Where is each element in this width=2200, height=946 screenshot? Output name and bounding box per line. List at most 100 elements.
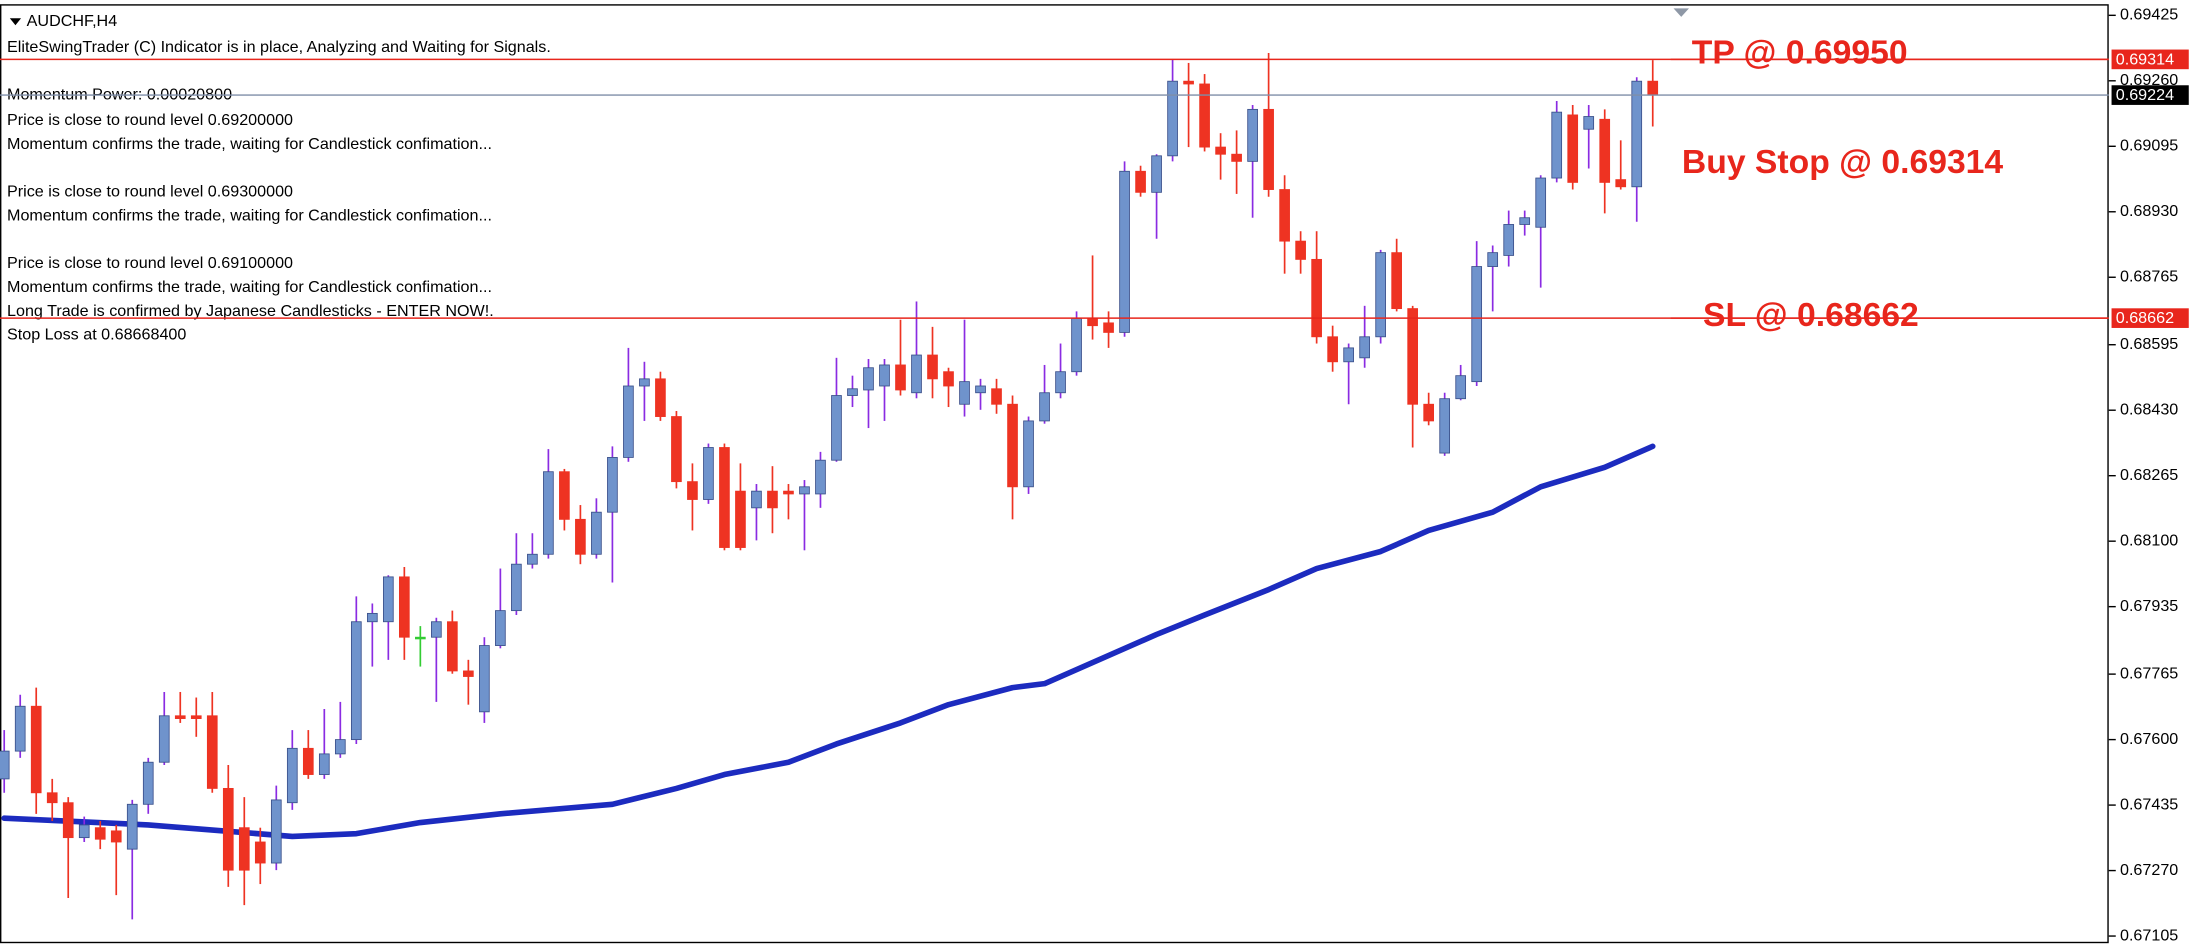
shift-marker <box>1673 8 1689 17</box>
candle-body <box>431 621 442 638</box>
candle-body <box>1151 155 1162 193</box>
candle-body <box>591 511 602 555</box>
candle-body <box>1599 118 1611 183</box>
candle-body <box>62 802 74 839</box>
candle-body <box>703 447 714 500</box>
candle-body <box>1215 146 1226 155</box>
candle-body <box>1231 153 1242 162</box>
candle-body <box>238 827 250 871</box>
candle-body <box>559 471 570 520</box>
candle-body <box>158 715 170 763</box>
info-line: Long Trade is confirmed by Japanese Cand… <box>7 302 494 320</box>
candle-body <box>1183 80 1194 85</box>
candle-body <box>382 576 394 623</box>
candle-body <box>1023 420 1034 488</box>
info-line: Momentum confirms the trade, waiting for… <box>7 278 492 296</box>
candle-body <box>1551 111 1563 179</box>
candle-body <box>479 645 490 713</box>
candle-body <box>78 824 90 839</box>
candle-body <box>1647 80 1659 96</box>
info-line: Momentum confirms the trade, waiting for… <box>7 135 492 153</box>
candle-body <box>30 705 42 794</box>
candle-body <box>543 471 554 555</box>
moving-average <box>1 443 1656 840</box>
y-tick-label: 0.69095 <box>2120 137 2178 155</box>
candle-body <box>1487 252 1499 267</box>
candle-body <box>1471 266 1483 383</box>
info-line: Price is close to round level 0.69200000 <box>7 111 293 129</box>
candle-body <box>1263 108 1274 190</box>
candle-body <box>735 490 746 548</box>
y-tick-label: 0.67935 <box>2120 597 2178 615</box>
candle-body <box>863 367 874 391</box>
candle-body <box>943 371 954 387</box>
candle-body <box>1311 258 1322 338</box>
candle-body <box>190 715 202 719</box>
y-tick-label: 0.67600 <box>2120 730 2178 748</box>
level-label-box <box>2111 85 2189 105</box>
candle-body <box>1135 170 1146 193</box>
candle-body <box>174 715 186 719</box>
candle-body <box>623 385 634 458</box>
candle-body <box>1199 83 1210 148</box>
candle-body <box>1583 116 1595 130</box>
candle-body <box>671 416 682 483</box>
candle-body <box>607 457 618 513</box>
candle-body <box>1535 177 1547 228</box>
candle-body <box>1439 398 1451 454</box>
y-tick-label: 0.69425 <box>2120 6 2178 24</box>
candle-body <box>110 830 122 843</box>
candle-body <box>1167 80 1178 157</box>
candle-body <box>334 739 346 755</box>
candle-body <box>911 354 922 394</box>
y-tick-label: 0.67270 <box>2120 861 2178 879</box>
candle-body <box>350 621 362 741</box>
y-tick-label: 0.67435 <box>2120 795 2178 813</box>
candle-body <box>895 364 906 391</box>
candle-body <box>1007 403 1018 488</box>
candle-body <box>1407 308 1418 405</box>
info-line: EliteSwingTrader (C) Indicator is in pla… <box>7 38 551 56</box>
candle-body <box>847 388 858 396</box>
candle-body <box>511 563 522 612</box>
candle-body <box>1519 217 1531 225</box>
candle-body <box>495 610 506 646</box>
candle-body <box>270 799 282 864</box>
info-line: Price is close to round level 0.69100000 <box>7 254 293 272</box>
candle-body <box>1119 170 1130 333</box>
candle-body <box>14 705 26 752</box>
annotation: Buy Stop @ 0.69314 <box>1682 144 2003 181</box>
candle-body <box>815 459 826 495</box>
candle-body <box>1295 240 1306 260</box>
candle-body <box>0 750 10 780</box>
y-tick-label: 0.68265 <box>2120 466 2178 484</box>
candle-body <box>447 621 458 672</box>
candle-body <box>655 378 666 417</box>
y-tick-label: 0.67765 <box>2120 664 2178 682</box>
candle-body <box>879 364 890 387</box>
candle-body <box>1615 179 1627 188</box>
y-tick-label: 0.68765 <box>2120 268 2178 286</box>
symbol-menu-icon <box>9 18 22 26</box>
level-label-box <box>2111 308 2189 328</box>
candle-body <box>927 354 938 380</box>
y-tick-label: 0.69260 <box>2120 71 2178 89</box>
level-label: 0.69224 <box>2116 86 2174 104</box>
candle-body <box>1087 318 1098 327</box>
candle-body <box>142 761 154 805</box>
candle-body <box>1423 403 1435 422</box>
candle-body <box>222 787 234 871</box>
candle-body <box>1055 371 1066 394</box>
symbol-title: AUDCHF,H4 <box>27 12 118 30</box>
candle-body <box>1503 224 1515 256</box>
candle-body <box>1391 252 1402 310</box>
candle-body <box>783 490 794 495</box>
chart-layer: 0.69425 0.69260 0.69095 0.68930 0.68765 0.685… <box>0 6 2189 944</box>
candle-body <box>719 447 730 548</box>
candle-body <box>318 753 330 775</box>
candle-body <box>767 490 778 509</box>
candle-body <box>94 827 106 840</box>
candle-body <box>399 576 410 638</box>
